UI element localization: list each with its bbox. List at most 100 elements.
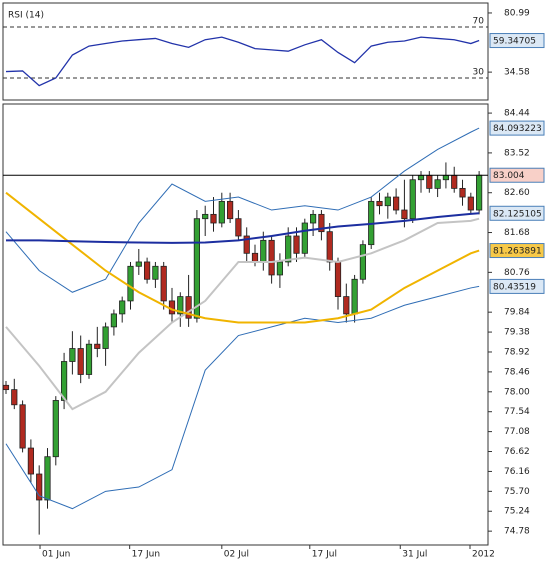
series-name: RSI (14) (8, 11, 44, 21)
y-tick-label: 77.08 (504, 427, 530, 437)
x-tick-label: 17 Jun (132, 550, 160, 560)
candle-body (210, 213, 217, 224)
y-tick-label: 84.44 (504, 109, 530, 119)
candle-body (301, 222, 308, 254)
y-tick-label: 80.99 (504, 8, 530, 18)
y-tick-label: 78.92 (504, 347, 530, 357)
candle-body (19, 404, 26, 449)
candle-body (193, 218, 200, 319)
candle-body (326, 231, 333, 263)
series-line (5, 285, 480, 510)
candle-body (293, 235, 300, 254)
candle-body (135, 261, 142, 267)
candle-body (127, 265, 134, 302)
candle-body (310, 213, 317, 224)
candle-body (417, 175, 425, 181)
candle-body (36, 473, 43, 501)
series-line (5, 191, 480, 324)
candle-body (359, 244, 367, 280)
candle-body (476, 174, 483, 211)
candle-body (110, 313, 117, 328)
candle-body (69, 348, 76, 362)
x-tick-label: 17 Jul (312, 550, 337, 560)
candle-body (401, 209, 408, 220)
value-tag (489, 120, 545, 136)
value-tag (489, 205, 545, 221)
value-tag (489, 167, 545, 183)
candle-body (60, 361, 68, 401)
candle-body (77, 348, 84, 375)
candle-body (459, 187, 466, 198)
y-tick-label: 34.58 (504, 68, 530, 78)
series-line (5, 217, 480, 411)
level-label: 30 (473, 67, 485, 77)
candle-body (434, 179, 441, 189)
y-tick-label: 78.00 (504, 387, 530, 397)
candle-body (251, 252, 259, 263)
level-label: 70 (473, 16, 485, 26)
candle-body (334, 261, 342, 297)
candle-body (143, 261, 151, 280)
candle-body (276, 261, 284, 276)
series-line (5, 127, 480, 293)
candle-body (218, 200, 225, 224)
candle-body (185, 296, 192, 319)
y-tick-label: 80.76 (504, 268, 530, 278)
candle-body (393, 196, 400, 211)
candle-body (152, 265, 159, 280)
value-tag-label: 82.125105 (493, 209, 542, 219)
candle-body (160, 265, 167, 302)
candle-body (351, 278, 358, 315)
value-tag (489, 243, 545, 259)
candle-body (318, 213, 325, 233)
value-tag-label: 80.43519 (493, 282, 536, 292)
candle-body (451, 175, 458, 189)
value-tag-label: 84.093223 (493, 124, 542, 134)
candle-body (467, 196, 474, 211)
candle-body (260, 239, 267, 263)
y-tick-label: 77.54 (504, 407, 530, 417)
candle-body (11, 389, 18, 406)
x-tick-label: 31 Jul (402, 550, 427, 560)
candle-body (268, 239, 275, 276)
y-tick-label: 75.24 (504, 507, 530, 517)
candle-body (2, 384, 10, 391)
candle-body (85, 343, 93, 375)
value-tag (489, 278, 545, 294)
series-line (5, 212, 480, 244)
candle-body (376, 200, 383, 207)
y-tick-label: 83.52 (504, 148, 530, 158)
candle-body (119, 300, 126, 315)
candle-body (177, 296, 184, 315)
candle-body (426, 175, 433, 189)
candle-body (52, 400, 59, 458)
panel (2, 2, 489, 101)
candle-body (235, 218, 242, 237)
value-tag-label: 81.263891 (493, 247, 542, 257)
y-tick-label: 76.62 (504, 447, 530, 457)
candle-body (102, 326, 109, 349)
y-tick-label: 78.46 (504, 367, 530, 377)
candle-body (409, 179, 416, 220)
candle-body (168, 300, 176, 315)
candle-body (384, 196, 391, 207)
y-tick-label: 75.70 (504, 487, 530, 497)
y-tick-label: 79.84 (504, 308, 530, 318)
y-tick-label: 76.16 (504, 467, 530, 477)
x-tick-label: 02 Jul (224, 550, 249, 560)
y-tick-label: 79.38 (504, 328, 530, 338)
x-tick-label: 01 Jun (42, 550, 70, 560)
value-tag-label: 83.004 (493, 171, 525, 181)
candle-body (94, 343, 101, 349)
value-tag-label: 59.34705 (493, 37, 536, 47)
y-tick-label: 82.60 (504, 188, 530, 198)
value-tag (489, 33, 545, 49)
candle-body (243, 235, 250, 254)
y-tick-label: 81.68 (504, 228, 530, 238)
candle-body (27, 447, 34, 475)
series-line (5, 36, 480, 87)
candle-body (343, 296, 350, 315)
candle-body (44, 456, 51, 501)
candle-body (227, 200, 234, 220)
